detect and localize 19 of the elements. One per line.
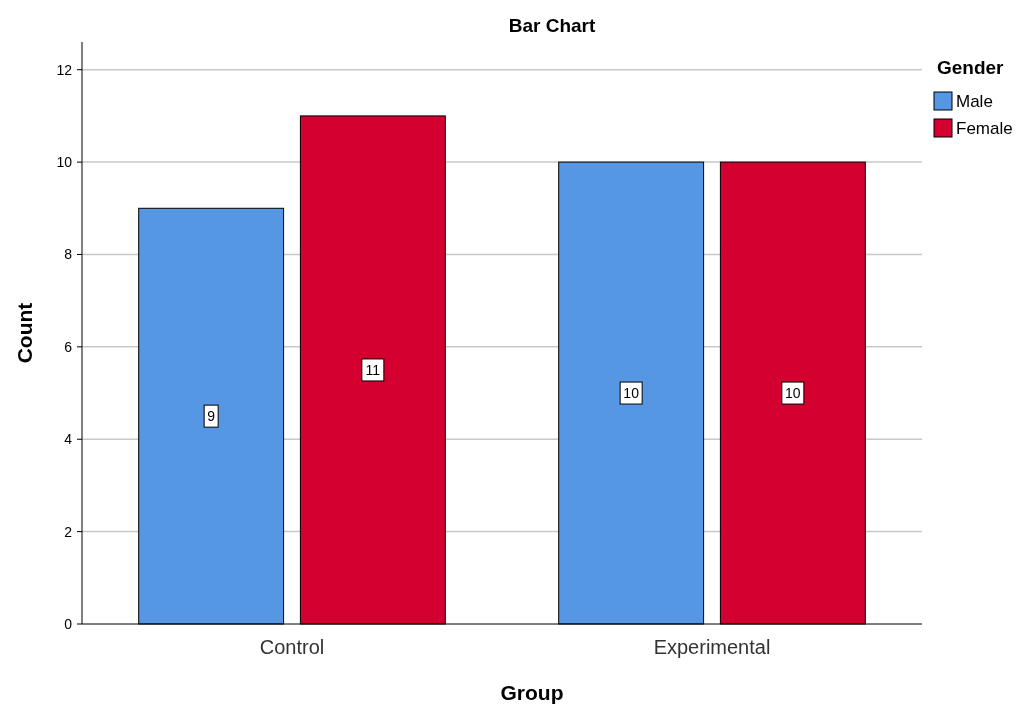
y-tick-label: 6 [64,338,73,355]
legend-title: Gender [937,57,1005,78]
y-tick-label: 0 [64,616,73,632]
y-axis-title: Count [13,302,36,364]
legend-label: Female [956,119,1013,138]
data-label: 10 [623,385,640,402]
x-tick-label: Control [259,636,325,658]
y-tick-label: 8 [64,246,73,263]
chart-title: Bar Chart [508,15,596,36]
legend-label: Male [956,92,993,111]
data-label: 9 [207,408,216,425]
x-axis-title: Group [500,681,564,704]
x-tick-label: Experimental [653,636,771,658]
data-label: 10 [785,385,801,402]
y-tick-label: 4 [64,431,73,448]
y-tick-label: 10 [56,154,73,171]
y-tick-label: 12 [56,61,73,78]
y-tick-label: 2 [64,523,73,540]
data-label: 11 [365,361,381,378]
